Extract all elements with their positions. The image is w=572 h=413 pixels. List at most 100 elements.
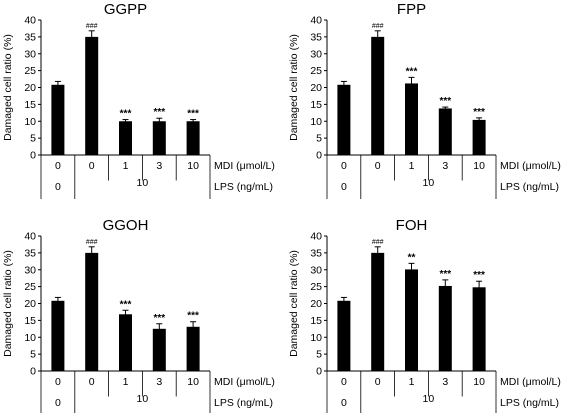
x-tick-label-lps: 10 xyxy=(137,393,149,405)
y-tick-label: 25 xyxy=(310,65,322,77)
x-tick-label-mdi: 0 xyxy=(341,376,347,388)
y-tick-label: 10 xyxy=(24,332,36,344)
x-tick-label-mdi: 1 xyxy=(123,376,129,388)
y-tick-label: 5 xyxy=(30,133,36,145)
x-tick-label-lps: 10 xyxy=(423,393,435,405)
x-tick-label-mdi: 0 xyxy=(341,160,347,172)
significance-stars: ** xyxy=(408,252,416,263)
significance-stars: *** xyxy=(473,107,485,118)
y-tick-label: 25 xyxy=(24,281,36,293)
x-tick-label-mdi: 1 xyxy=(409,376,415,388)
lps-axis-label: LPS (ng/mL) xyxy=(500,397,559,409)
mdi-axis-label: MDI (μmol/L) xyxy=(214,160,275,172)
y-tick-label: 20 xyxy=(310,82,322,94)
x-tick-label-mdi: 1 xyxy=(123,160,129,172)
bar xyxy=(186,121,200,155)
bar xyxy=(152,121,166,155)
bar xyxy=(405,83,418,155)
x-tick-label-mdi: 0 xyxy=(55,160,61,172)
y-tick-label: 0 xyxy=(30,366,36,378)
y-tick-label: 0 xyxy=(316,366,322,378)
y-tick-label: 10 xyxy=(310,332,322,344)
chart-title: FPP xyxy=(397,1,426,18)
x-tick-label-mdi: 0 xyxy=(89,160,95,172)
significance-stars: *** xyxy=(406,66,418,77)
y-tick-label: 40 xyxy=(310,231,322,243)
significance-stars: *** xyxy=(120,299,132,310)
y-tick-label: 30 xyxy=(24,264,36,276)
bar xyxy=(119,314,132,371)
chart-title: FOH xyxy=(396,217,428,234)
bar xyxy=(152,328,166,371)
x-tick-label-mdi: 10 xyxy=(473,160,485,172)
y-tick-label: 15 xyxy=(24,99,36,111)
x-tick-label-lps: 10 xyxy=(423,177,435,189)
y-tick-label: 5 xyxy=(316,133,322,145)
x-tick-label-lps: 0 xyxy=(341,397,347,409)
bar xyxy=(186,326,200,371)
significance-hash: ### xyxy=(372,23,384,30)
y-tick-label: 15 xyxy=(310,315,322,327)
y-tick-label: 10 xyxy=(24,116,36,128)
x-tick-label-lps: 0 xyxy=(55,397,61,409)
x-tick-label-mdi: 10 xyxy=(187,160,199,172)
x-tick-label-lps: 0 xyxy=(55,181,61,193)
bar xyxy=(85,36,99,155)
x-tick-label-mdi: 1 xyxy=(409,160,415,172)
x-tick-label-mdi: 0 xyxy=(375,376,381,388)
lps-axis-label: LPS (ng/mL) xyxy=(500,181,559,193)
significance-stars: *** xyxy=(120,109,132,120)
y-tick-label: 5 xyxy=(316,349,322,361)
x-tick-label-mdi: 3 xyxy=(442,376,448,388)
y-tick-label: 30 xyxy=(310,48,322,60)
x-tick-label-mdi: 3 xyxy=(442,160,448,172)
significance-stars: *** xyxy=(439,269,451,280)
y-tick-label: 35 xyxy=(24,31,36,43)
mdi-axis-label: MDI (μmol/L) xyxy=(214,376,275,388)
x-tick-label-mdi: 10 xyxy=(473,376,485,388)
x-tick-label-mdi: 3 xyxy=(156,160,162,172)
bar xyxy=(472,287,486,371)
y-tick-label: 40 xyxy=(24,15,36,27)
y-tick-label: 5 xyxy=(30,349,36,361)
significance-stars: *** xyxy=(473,270,485,281)
chart-title: GGOH xyxy=(103,217,149,234)
bar xyxy=(438,108,452,155)
y-axis-label: Damaged cell ratio (%) xyxy=(2,34,14,141)
bar xyxy=(85,252,99,371)
significance-stars: *** xyxy=(187,109,199,120)
y-tick-label: 40 xyxy=(24,231,36,243)
x-tick-label-lps: 0 xyxy=(341,181,347,193)
y-tick-label: 35 xyxy=(24,247,36,259)
y-axis-label: Damaged cell ratio (%) xyxy=(2,250,14,357)
y-tick-label: 20 xyxy=(310,298,322,310)
significance-stars: *** xyxy=(153,107,165,118)
bar xyxy=(119,121,132,155)
bar xyxy=(438,285,452,371)
significance-stars: *** xyxy=(153,313,165,324)
significance-stars: *** xyxy=(439,96,451,107)
significance-hash: ### xyxy=(86,23,98,30)
significance-hash: ### xyxy=(372,239,384,246)
y-tick-label: 35 xyxy=(310,247,322,259)
x-tick-label-mdi: 3 xyxy=(156,376,162,388)
x-tick-label-mdi: 0 xyxy=(375,160,381,172)
bar xyxy=(51,84,65,155)
bar xyxy=(371,36,385,155)
y-tick-label: 25 xyxy=(24,65,36,77)
y-tick-label: 15 xyxy=(310,99,322,111)
x-tick-label-lps: 10 xyxy=(137,177,149,189)
lps-axis-label: LPS (ng/mL) xyxy=(214,181,273,193)
y-tick-label: 30 xyxy=(310,264,322,276)
bar xyxy=(337,84,351,155)
y-tick-label: 40 xyxy=(310,15,322,27)
lps-axis-label: LPS (ng/mL) xyxy=(214,397,273,409)
y-tick-label: 0 xyxy=(316,150,322,162)
x-tick-label-mdi: 0 xyxy=(89,376,95,388)
y-tick-label: 20 xyxy=(24,298,36,310)
significance-hash: ### xyxy=(86,239,98,246)
